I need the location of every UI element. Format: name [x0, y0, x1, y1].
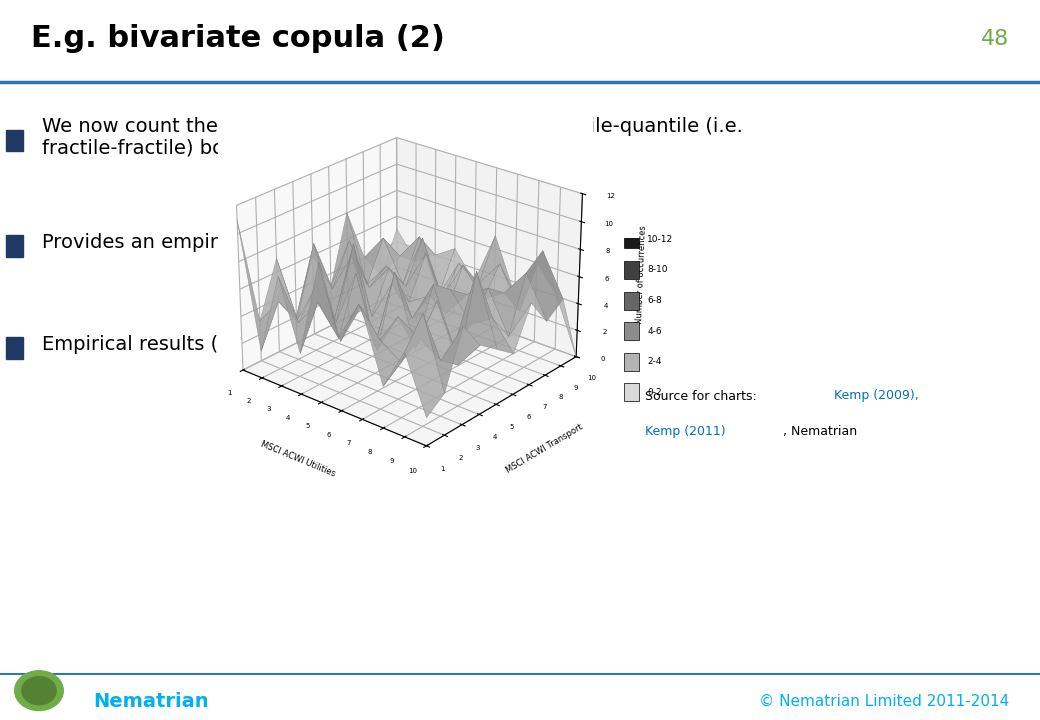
Text: Kemp (2009),: Kemp (2009),: [834, 390, 918, 402]
Text: Nematrian: Nematrian: [94, 692, 209, 711]
Text: © Nematrian Limited 2011-2014: © Nematrian Limited 2011-2014: [758, 693, 1009, 708]
FancyBboxPatch shape: [624, 323, 639, 341]
Text: We now count the number of occurrences in each quantile-quantile (i.e.
fractile-: We now count the number of occurrences i…: [42, 117, 743, 158]
FancyBboxPatch shape: [624, 383, 639, 402]
Text: Provides an empirical copula density: Provides an empirical copula density: [42, 233, 400, 252]
FancyBboxPatch shape: [6, 235, 23, 257]
FancyBboxPatch shape: [6, 130, 23, 151]
Text: Empirical results (i.e. from observations) will be jagged: Empirical results (i.e. from observation…: [42, 336, 581, 354]
FancyBboxPatch shape: [624, 353, 639, 371]
Text: 0-2: 0-2: [647, 388, 661, 397]
Text: 4-6: 4-6: [647, 327, 661, 336]
Y-axis label: MSCI ACWI Transport: MSCI ACWI Transport: [504, 422, 584, 475]
FancyBboxPatch shape: [624, 230, 639, 248]
Ellipse shape: [22, 677, 56, 705]
Text: Kemp (2011): Kemp (2011): [645, 426, 726, 438]
Text: , Nematrian: , Nematrian: [783, 426, 857, 438]
Text: 8-10: 8-10: [647, 266, 668, 274]
Text: 2-4: 2-4: [647, 357, 661, 366]
Text: 6-8: 6-8: [647, 296, 662, 305]
Text: E.g. bivariate copula (2): E.g. bivariate copula (2): [31, 24, 445, 53]
Text: Source for charts:: Source for charts:: [645, 390, 764, 402]
FancyBboxPatch shape: [624, 261, 639, 279]
FancyBboxPatch shape: [6, 337, 23, 359]
Text: 10-12: 10-12: [647, 235, 674, 244]
FancyBboxPatch shape: [624, 292, 639, 310]
Ellipse shape: [15, 671, 63, 711]
Text: 48: 48: [981, 29, 1009, 49]
X-axis label: MSCI ACWI Utilities: MSCI ACWI Utilities: [259, 440, 336, 479]
